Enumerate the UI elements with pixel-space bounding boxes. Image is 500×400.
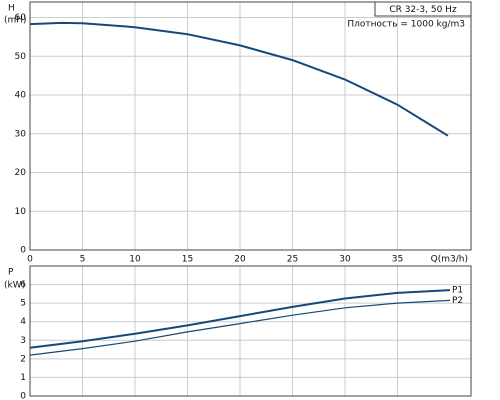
x-tick-label: 20 [234, 255, 246, 265]
x-tick-label: 35 [392, 255, 403, 265]
curve [29, 289, 451, 349]
y-tick-label: 40 [15, 91, 27, 101]
y-tick-label: 20 [15, 168, 27, 178]
x-tick-label: 15 [182, 255, 193, 265]
y-tick-label: 4 [20, 317, 26, 327]
x-tick-label: 0 [27, 255, 33, 265]
plot-frame [29, 265, 472, 397]
x-tick-label: 30 [339, 255, 351, 265]
y-unit: (kW) [4, 281, 25, 291]
curve [29, 299, 451, 356]
chart-title: CR 32-3, 50 Hz [389, 5, 457, 15]
y-tick-label: 1 [20, 373, 26, 383]
y-tick-label: 0 [20, 392, 26, 400]
series-label: P1 [452, 286, 463, 296]
y-tick-label: 6 [20, 280, 26, 290]
chart-subtitle: Плотность = 1000 kg/m3 [347, 20, 465, 30]
y-label: P [8, 268, 14, 278]
y-tick-label: 30 [15, 129, 27, 139]
y-tick-label: 50 [15, 52, 27, 62]
series-label: P2 [452, 296, 463, 306]
x-tick-label: 25 [287, 255, 298, 265]
curve [29, 21, 449, 137]
y-tick-label: 0 [20, 246, 26, 256]
x-tick-label: 5 [80, 255, 86, 265]
y-tick-label: 60 [15, 13, 27, 23]
y-tick-label: 2 [20, 354, 26, 364]
y-tick-label: 10 [15, 207, 27, 217]
y-label: H [8, 4, 15, 14]
y-tick-label: 5 [20, 299, 26, 309]
x-tick-label: 10 [129, 255, 141, 265]
title-box [374, 1, 472, 17]
plot-frame [29, 1, 472, 251]
plot-area [30, 266, 471, 396]
x-label: Q(m3/h) [431, 255, 468, 265]
y-unit: (mH) [4, 16, 27, 26]
plot-area [30, 2, 471, 250]
y-tick-label: 3 [20, 336, 26, 346]
